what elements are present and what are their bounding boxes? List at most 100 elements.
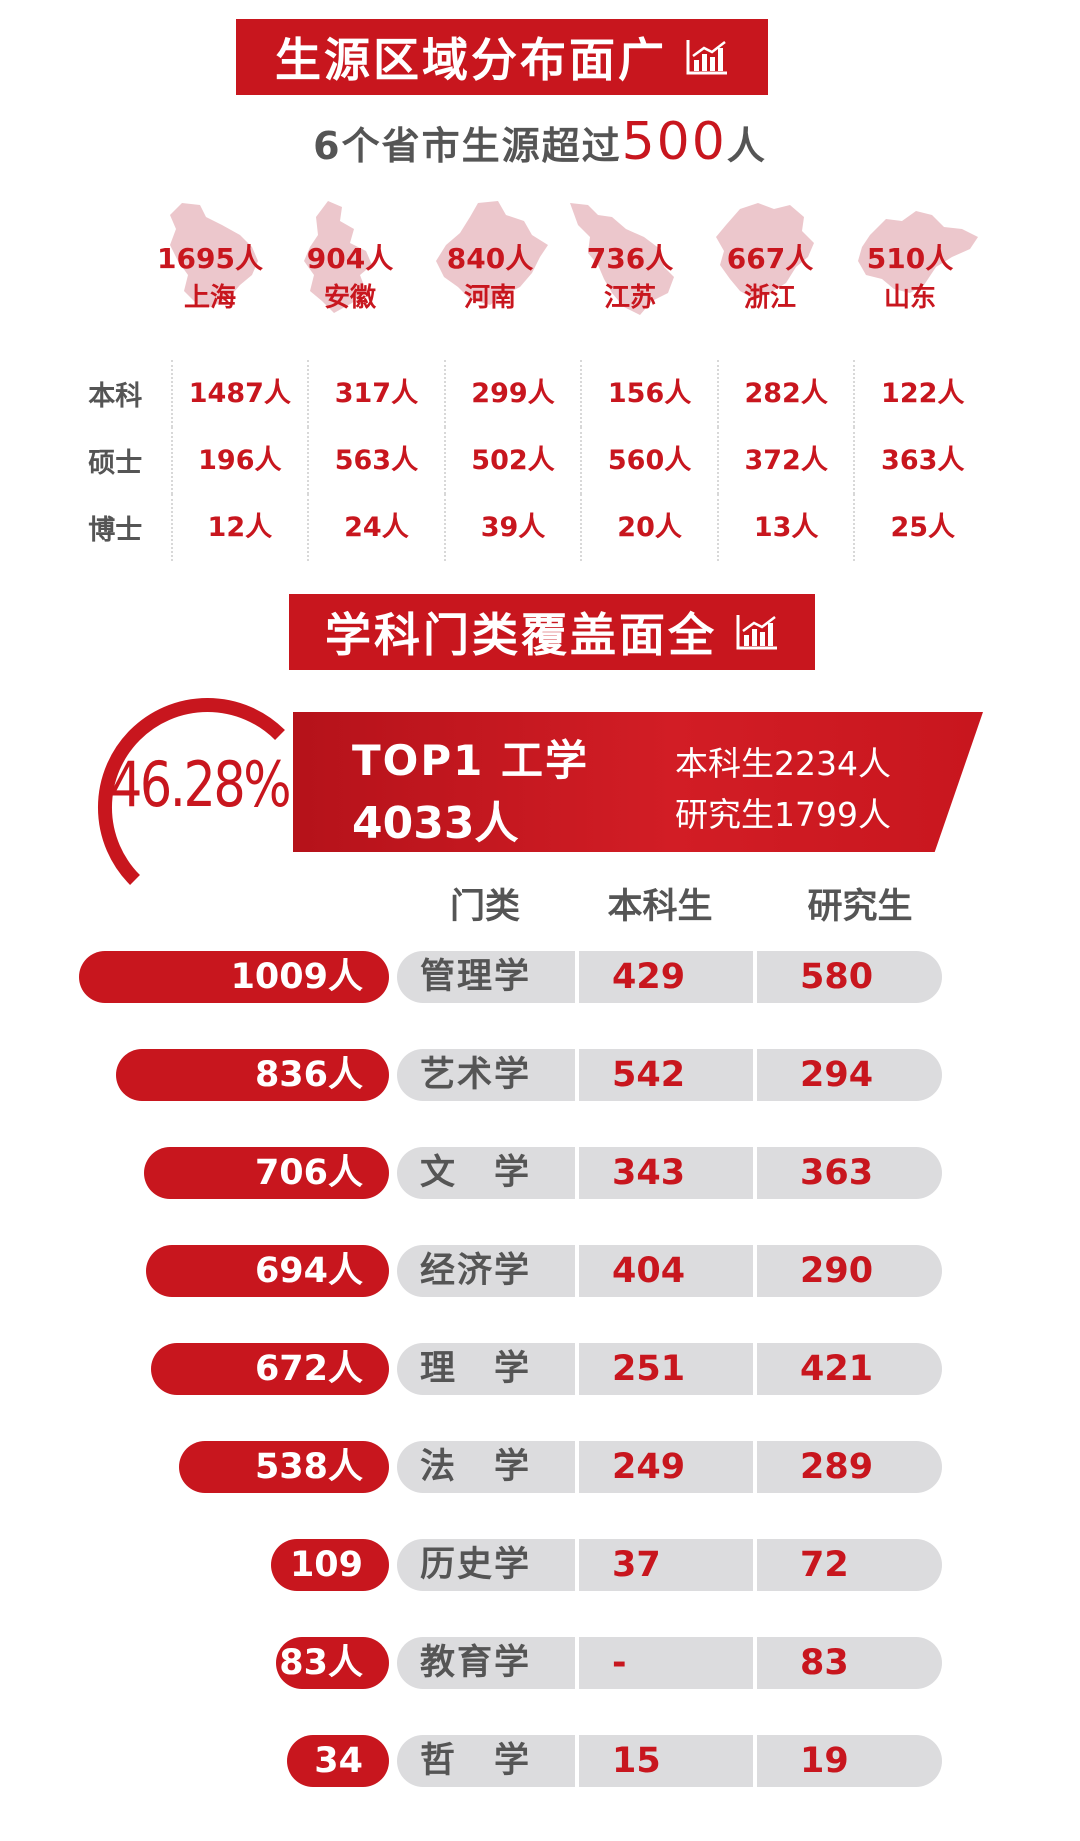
list-item: 83人 教育学 - 83 bbox=[0, 1637, 1080, 1689]
discipline-name: 法 学 bbox=[420, 1447, 532, 1487]
undergrad-count: 249 bbox=[612, 1447, 686, 1487]
table-row: 本科 1487人 317人 299人 156人 282人 122人 bbox=[60, 360, 990, 427]
discipline-name: 理 学 bbox=[420, 1349, 532, 1389]
subtitle: 6个省市生源超过500人 bbox=[0, 112, 1080, 172]
bar-chart-icon bbox=[736, 615, 777, 650]
province-name: 安徽 bbox=[323, 283, 376, 313]
province-count: 1695人 bbox=[157, 242, 263, 275]
total-pill: 34人 bbox=[286, 1735, 389, 1833]
table-cell: 156人 bbox=[580, 360, 717, 427]
undergrad-count: 429 bbox=[612, 957, 686, 997]
province-shanghai: 1695人 上海 bbox=[140, 195, 280, 325]
top1-grad: 研究生1799人 bbox=[675, 795, 891, 834]
top1-rank-label: TOP1 工学 bbox=[352, 736, 589, 785]
province-count: 510人 bbox=[866, 242, 954, 275]
list-item: 538人 法 学 249 289 bbox=[0, 1441, 1080, 1493]
section-banner-region: 生源区域分布面广 bbox=[236, 19, 768, 95]
table-cell: 563人 bbox=[307, 427, 444, 494]
table-cell: 502人 bbox=[443, 427, 581, 494]
row-background bbox=[397, 1343, 942, 1395]
grad-count: 83 bbox=[800, 1643, 849, 1683]
grad-count: 580 bbox=[800, 957, 874, 997]
undergrad-count: 251 bbox=[612, 1349, 686, 1389]
row-background bbox=[397, 1637, 942, 1689]
row-background bbox=[397, 1735, 942, 1787]
province-name: 山东 bbox=[883, 283, 936, 313]
shanghai-map-icon bbox=[170, 203, 258, 307]
grad-count: 363 bbox=[800, 1153, 874, 1193]
province-zhejiang: 667人 浙江 bbox=[700, 195, 840, 325]
list-item: 694人 经济学 404 290 bbox=[0, 1245, 1080, 1297]
table-cell: 196人 bbox=[170, 427, 308, 494]
province-anhui: 904人 安徽 bbox=[280, 195, 420, 325]
table-cell: 1487人 bbox=[170, 360, 308, 427]
province-jiangsu: 736人 江苏 bbox=[560, 195, 700, 325]
total-pill: 83人 bbox=[276, 1637, 389, 1689]
undergrad-count: - bbox=[612, 1643, 627, 1683]
discipline-name: 文 学 bbox=[420, 1153, 532, 1193]
discipline-name: 历史学 bbox=[420, 1545, 532, 1585]
section-banner-disciplines: 学科门类覆盖面全 bbox=[289, 594, 815, 670]
province-name: 河南 bbox=[463, 283, 516, 313]
list-item: 1009人 管理学 429 580 bbox=[0, 951, 1080, 1003]
anhui-map-icon bbox=[304, 201, 372, 313]
bar-chart-icon bbox=[686, 40, 727, 75]
shandong-map-icon bbox=[858, 211, 978, 293]
table-cell: 363人 bbox=[853, 427, 990, 494]
table-cell: 282人 bbox=[716, 360, 854, 427]
total-pill: 694人 bbox=[146, 1245, 389, 1297]
province-name: 江苏 bbox=[603, 283, 656, 313]
total-pill: 672人 bbox=[150, 1343, 389, 1395]
subtitle-number: 500 bbox=[621, 112, 727, 172]
undergrad-count: 37 bbox=[612, 1545, 661, 1585]
header-undergrad: 本科生 bbox=[607, 887, 713, 927]
jiangsu-map-icon bbox=[570, 203, 674, 315]
province-count: 840人 bbox=[446, 242, 534, 275]
province-shandong: 510人 山东 bbox=[840, 195, 980, 325]
table-cell: 122人 bbox=[853, 360, 990, 427]
discipline-name: 哲 学 bbox=[420, 1741, 532, 1781]
grad-count: 72 bbox=[800, 1545, 849, 1585]
discipline-name: 教育学 bbox=[420, 1643, 532, 1683]
total-pill: 538人 bbox=[179, 1441, 389, 1493]
top1-total: 4033人 bbox=[352, 798, 519, 849]
table-cell: 560人 bbox=[580, 427, 717, 494]
province-count: 904人 bbox=[306, 242, 394, 275]
top1-percent: 46.28% bbox=[110, 748, 292, 821]
table-cell: 299人 bbox=[443, 360, 581, 427]
header-category: 门类 bbox=[449, 887, 520, 927]
row-background bbox=[397, 1147, 942, 1199]
zhejiang-map-icon bbox=[716, 203, 814, 299]
section-title: 生源区域分布面广 bbox=[275, 33, 667, 87]
grad-count: 19 bbox=[800, 1741, 849, 1781]
degree-table: 本科 1487人 317人 299人 156人 282人 122人 硕士 196… bbox=[60, 360, 990, 561]
province-name: 上海 bbox=[183, 283, 236, 313]
grad-count: 294 bbox=[800, 1055, 874, 1095]
undergrad-count: 542 bbox=[612, 1055, 686, 1095]
province-count: 667人 bbox=[726, 242, 814, 275]
list-item: 34人 哲 学 15 19 bbox=[0, 1735, 1080, 1833]
province-count: 736人 bbox=[586, 242, 674, 275]
table-row: 博士 12人 24人 39人 20人 13人 25人 bbox=[60, 494, 990, 561]
total-pill: 109人 bbox=[270, 1539, 389, 1637]
subtitle-suffix: 人 bbox=[726, 124, 767, 168]
province-henan: 840人 河南 bbox=[420, 195, 560, 325]
table-row: 硕士 196人 563人 502人 560人 372人 363人 bbox=[60, 427, 990, 494]
discipline-name: 管理学 bbox=[420, 957, 532, 997]
undergrad-count: 343 bbox=[612, 1153, 686, 1193]
degree-label: 本科 bbox=[88, 381, 143, 412]
list-item: 836人 艺术学 542 294 bbox=[0, 1049, 1080, 1101]
table-cell: 25人 bbox=[853, 494, 990, 561]
top1-banner bbox=[293, 712, 983, 852]
row-background bbox=[397, 1441, 942, 1493]
table-cell: 13人 bbox=[716, 494, 854, 561]
table-cell: 372人 bbox=[716, 427, 854, 494]
total-pill: 706人 bbox=[143, 1147, 389, 1199]
discipline-name: 艺术学 bbox=[420, 1055, 532, 1095]
list-item: 109人 历史学 37 72 bbox=[0, 1539, 1080, 1637]
grad-count: 290 bbox=[800, 1251, 874, 1291]
subtitle-prefix: 6个省市生源超过 bbox=[313, 124, 622, 168]
table-cell: 20人 bbox=[580, 494, 717, 561]
grad-count: 289 bbox=[800, 1447, 874, 1487]
degree-label: 博士 bbox=[88, 515, 143, 546]
